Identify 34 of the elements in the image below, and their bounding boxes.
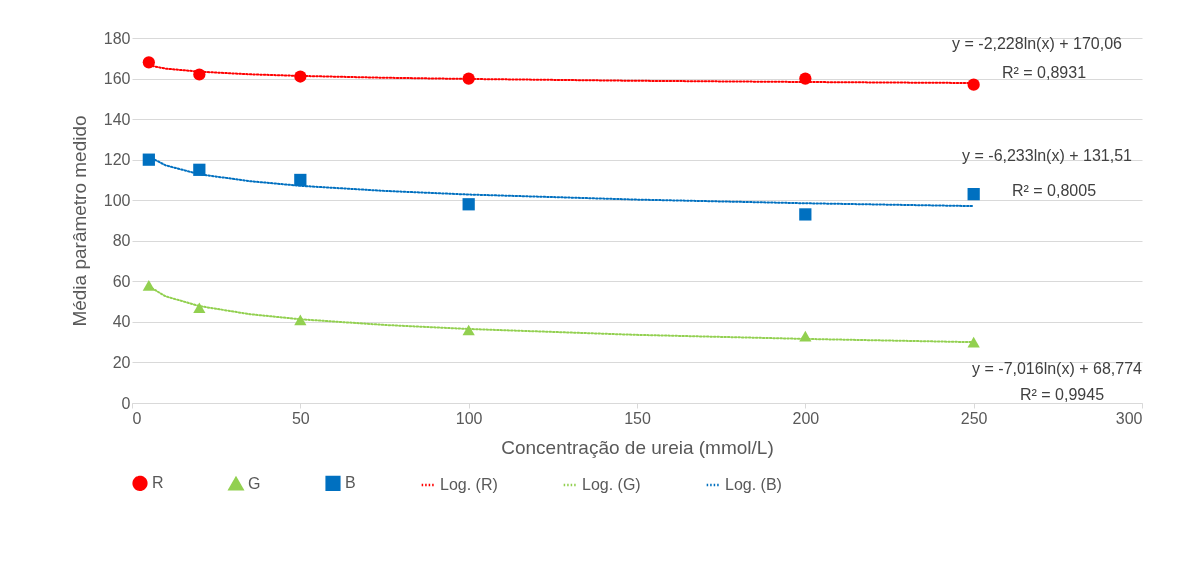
y-axis-title: Média parâmetro medido: [68, 115, 90, 327]
y-tick-label: 100: [103, 191, 131, 209]
annotation: R² = 0,9945: [1019, 386, 1105, 403]
y-tick-label: 80: [112, 232, 131, 250]
annotation: R² = 0,8005: [1011, 182, 1097, 199]
point: [967, 188, 980, 201]
annotation: R² = 0,8931: [1001, 64, 1087, 81]
point: [462, 198, 475, 211]
x-axis-title: Concentração de ureia (mmol/L): [501, 436, 774, 458]
y-tick-label: 20: [112, 353, 131, 371]
x-tick-label: 50: [291, 409, 310, 427]
y-tick-label: 0: [121, 394, 131, 412]
y-tick-label: 60: [112, 272, 131, 290]
x-tick-label: 150: [624, 409, 651, 427]
y-tick-label: 40: [112, 313, 131, 331]
legend-label: B: [345, 474, 356, 492]
legend-label: Log. (B): [725, 476, 782, 493]
x-tick-label: 300: [1115, 409, 1143, 427]
x-tick-label: 0: [132, 409, 142, 427]
x-tick-label: 250: [960, 409, 988, 427]
annotation: y = -7,016ln(x) + 68,774: [972, 360, 1143, 377]
x-tick-label: 100: [455, 409, 483, 427]
legend-label: Log. (R): [440, 476, 498, 493]
x-tick-label: 200: [792, 409, 820, 427]
y-tick-label: 180: [103, 29, 131, 47]
point: [799, 208, 812, 221]
y-tick-label: 120: [103, 151, 131, 169]
y-tick-label: 140: [103, 110, 131, 128]
y-tick-label: 160: [103, 70, 131, 88]
legend-label: Log. (G): [582, 476, 641, 493]
annotation: y = -6,233ln(x) + 131,51: [962, 147, 1133, 164]
legend-label: R: [152, 474, 164, 492]
annotation: y = -2,228ln(x) + 170,06: [952, 35, 1123, 52]
legend-label: G: [248, 474, 261, 492]
